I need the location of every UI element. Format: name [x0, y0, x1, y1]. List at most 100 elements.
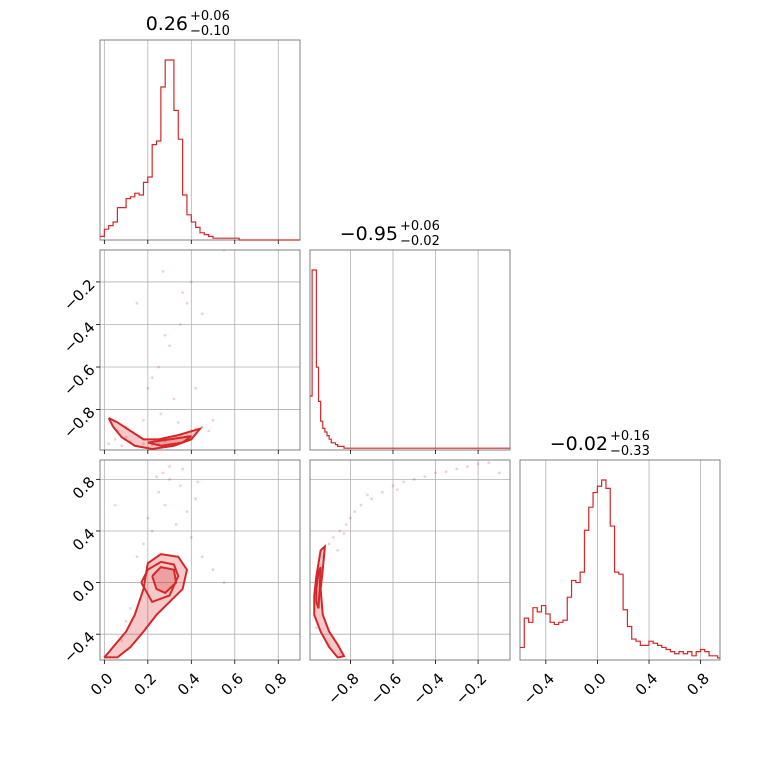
sample-point — [391, 484, 395, 488]
title-median: −0.02 — [550, 433, 608, 455]
x-tick-label: 0.6 — [217, 670, 247, 700]
contour-line — [315, 566, 322, 609]
title-upper-error: +0.16 — [610, 429, 650, 444]
contour-line — [140, 560, 180, 604]
title-median: 0.26 — [146, 13, 188, 35]
sample-point — [207, 429, 211, 433]
y-tick-label: 0.4 — [69, 525, 99, 555]
sample-point — [455, 467, 459, 471]
sample-point — [444, 470, 448, 474]
sample-point — [476, 462, 480, 466]
y-tick-label: 0.8 — [69, 473, 99, 503]
panel-frame — [309, 249, 511, 451]
panel-frame — [99, 39, 301, 241]
sample-point — [194, 497, 198, 501]
y-tick-label: −0.2 — [60, 276, 98, 314]
sample-point — [402, 480, 406, 484]
2d-panel-3 — [309, 459, 511, 664]
x-tick-label: 0.0 — [87, 670, 117, 700]
sample-point — [332, 536, 335, 539]
panel-content — [313, 461, 501, 660]
sample-point — [146, 516, 150, 520]
sample-point — [124, 435, 128, 439]
contour-line — [103, 553, 189, 659]
histogram-line — [310, 269, 510, 449]
panel-frame — [519, 459, 721, 661]
x-tick-label: −0.8 — [324, 670, 362, 708]
x-tick-label: −0.4 — [409, 670, 447, 708]
sample-point — [349, 516, 352, 520]
sample-point — [423, 475, 427, 479]
sample-point — [434, 471, 437, 475]
density-fill — [152, 567, 177, 593]
contour-line — [147, 435, 192, 447]
sample-point — [327, 542, 331, 546]
histogram-panel-2: −0.95 +0.06−0.02 — [309, 219, 511, 454]
sample-point — [222, 250, 226, 252]
sample-point — [168, 477, 171, 481]
sample-point — [120, 444, 124, 448]
sample-point — [370, 497, 374, 501]
sample-point — [150, 444, 154, 448]
sample-point — [395, 488, 399, 492]
sample-point — [194, 386, 198, 390]
sample-point — [185, 301, 189, 305]
histogram-panel-1: 0.26 +0.06−0.10 — [99, 9, 301, 244]
sample-point — [142, 542, 145, 546]
sample-point — [344, 658, 348, 660]
sample-point — [150, 529, 154, 533]
panel-frame — [309, 459, 511, 661]
2d-panel-1 — [96, 249, 301, 454]
sample-point — [222, 581, 226, 584]
sample-point — [168, 344, 171, 348]
sample-point — [176, 420, 180, 424]
contour-line — [313, 543, 346, 659]
title-upper-error: +0.06 — [400, 219, 440, 234]
sample-point — [168, 465, 171, 468]
sample-point — [142, 442, 145, 446]
sample-point — [163, 503, 167, 507]
sample-point — [161, 269, 165, 273]
x-tick-label: 0.4 — [174, 670, 204, 700]
sample-point — [129, 606, 132, 610]
panel-content — [103, 465, 226, 659]
x-tick-label: 0.4 — [632, 670, 662, 700]
x-tick-label: 0.8 — [261, 670, 291, 700]
title-lower-error: −0.02 — [400, 234, 440, 249]
sample-point — [336, 548, 340, 552]
x-tick-label: 0.2 — [130, 670, 160, 700]
sample-point — [146, 386, 150, 390]
panel-content — [107, 250, 226, 450]
sample-point — [179, 323, 182, 326]
sample-point — [172, 397, 176, 401]
sample-point — [342, 532, 346, 535]
title-lower-error: −0.33 — [610, 444, 650, 459]
x-tick-label: 0.8 — [683, 670, 713, 700]
sample-point — [497, 471, 501, 475]
y-tick-label: 0.0 — [69, 576, 99, 606]
sample-point — [181, 291, 185, 294]
sample-point — [161, 471, 165, 475]
x-tick-label: −0.2 — [452, 670, 490, 708]
sample-point — [107, 442, 111, 446]
sample-point — [181, 467, 185, 471]
sample-point — [142, 418, 145, 422]
y-tick-label: −0.6 — [60, 361, 98, 399]
sample-point — [353, 510, 357, 514]
sample-point — [185, 510, 189, 514]
sample-point — [200, 312, 204, 316]
panel-frame — [99, 249, 301, 451]
sample-point — [157, 365, 161, 369]
sample-point — [163, 333, 167, 337]
sample-point — [120, 639, 124, 643]
x-tick-label: −0.4 — [520, 670, 558, 708]
sample-point — [338, 652, 342, 655]
title-lower-error: −0.10 — [190, 24, 230, 39]
sample-point — [113, 503, 117, 507]
sample-point — [189, 280, 193, 284]
sample-point — [135, 301, 139, 305]
2d-panel-2 — [96, 459, 301, 664]
sample-point — [179, 484, 182, 488]
y-tick-label: −0.8 — [60, 403, 98, 441]
